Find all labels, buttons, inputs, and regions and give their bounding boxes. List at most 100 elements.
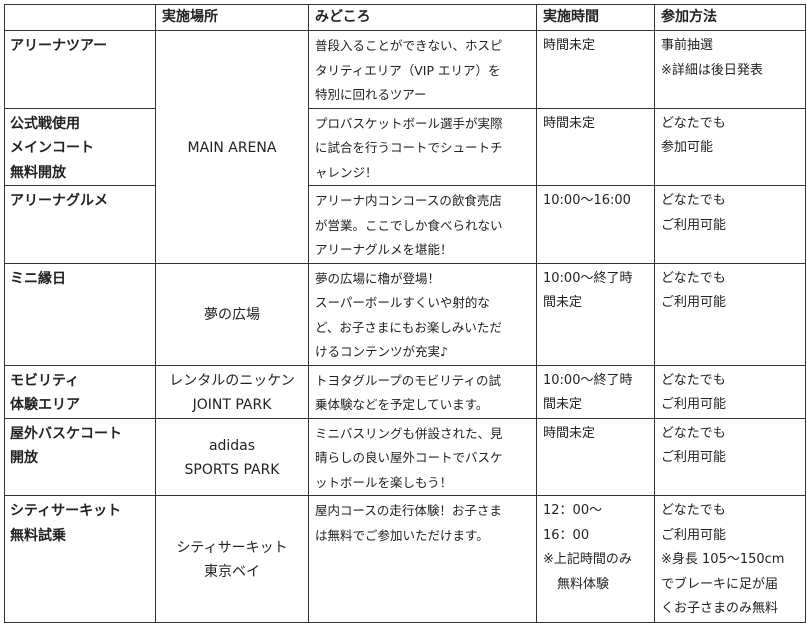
table-row: アリーナグルメ アリーナ内コンコースの飲食売店 が営業。ここでしか食べられない アリー… <box>4 185 806 264</box>
table-row: 屋外バスケコート 開放 adidas SPORTS PARK ミニバスリングも併設された… <box>4 417 806 496</box>
participation: どなたでもご利用可能 <box>654 364 806 419</box>
event-name-line: アリーナグルメ <box>10 193 108 209</box>
venue: MAIN ARENA <box>155 30 309 264</box>
highlights: アリーナ内コンコースの飲食売店 が営業。ここでしか食べられない アリーナグルメを堪能… <box>308 185 537 264</box>
participation: どなたでも ご利用可能 <box>654 262 806 366</box>
participation-line: 事前抽選 <box>661 38 714 53</box>
highlights-line: 普段入ることができない、ホスピ <box>315 38 503 53</box>
time-line: 時間未定 <box>543 115 596 131</box>
participation-line: どなたでも <box>661 372 726 388</box>
table-row: 公式戦使用メインコート 無料開放 プロバスケットボール選手が実際 に試合を行うコートで… <box>4 107 806 186</box>
participation-line: ※身長 105～150cm <box>661 552 785 567</box>
event-name-line: モビリティ <box>10 372 80 389</box>
header-highlights: みどころ <box>308 4 537 31</box>
highlights: プロバスケットボール選手が実際 に試合を行うコートでシュートチ ャレンジ！ <box>308 107 537 186</box>
venue-line: シティサーキット <box>176 539 288 556</box>
highlights-line: は無料でご参加いただけます。 <box>315 527 489 543</box>
time: 時間未定 <box>536 30 655 109</box>
highlights-line: 屋内コースの走行体験！お子さま <box>315 503 502 518</box>
venue-line: 東京ベイ <box>204 564 260 581</box>
participation-line: 参加可能 <box>661 140 714 155</box>
event-name-line: 体験エリア <box>10 397 80 413</box>
participation-line: どなたでも <box>661 193 726 208</box>
venue-line: adidas <box>208 437 256 454</box>
event-name-line: アリーナツアー <box>10 38 108 54</box>
highlights-line: ットボールを楽しもう！ <box>315 474 453 490</box>
participation-line: でブレーキに足が届 <box>661 576 779 592</box>
time: 10:00～16:00 <box>536 185 655 264</box>
highlights-line: ミニバスリングも併設された、見 <box>315 425 503 441</box>
venue: adidas SPORTS PARK <box>155 417 309 496</box>
event-name-line: 公式戦使用 <box>10 115 80 132</box>
highlights: 屋内コースの走行体験！お子さま は無料でご参加いただけます。 <box>308 495 537 623</box>
participation-line: ※詳細は後日発表 <box>661 62 763 78</box>
venue-line: レンタルのニッケン <box>169 372 295 389</box>
participation-line: ご利用可能 <box>661 217 727 233</box>
participation-line: くお子さまのみ無料 <box>661 601 779 616</box>
events-table: 実施場所 みどころ 実施時間 参加方法 アリーナツアー MAIN ARENA 普段入… <box>4 4 806 623</box>
highlights-line: 夢の広場に櫓が登場！ <box>315 270 441 286</box>
time: 10:00～終了時 間未定 <box>536 364 655 419</box>
venue-line: JOINT PARK <box>192 397 272 413</box>
time: 10:00～終了時 間未定 <box>536 262 655 366</box>
participation: どなたでもご利用可能 <box>654 417 806 496</box>
participation-line: ご利用可能 <box>661 397 727 412</box>
highlights-line: プロバスケットボール選手が実際 <box>315 115 503 131</box>
highlights-line: スーパーボールすくいや射的な <box>315 295 490 310</box>
venue: 夢の広場 <box>155 262 309 366</box>
time-line: 間未定 <box>543 295 583 310</box>
participation: どなたでも 参加可能 <box>654 107 806 186</box>
header-event <box>4 4 156 31</box>
highlights-line: アリーナ内コンコースの飲食売店 <box>315 193 502 208</box>
highlights-line: ャレンジ！ <box>315 164 378 180</box>
time-line: 間未定 <box>543 397 583 412</box>
time: 時間未定 <box>536 417 655 496</box>
venue-line: 夢の広場 <box>204 307 260 324</box>
highlights-line: アリーナグルメを堪能！ <box>315 242 453 257</box>
participation-line: どなたでも <box>661 115 726 131</box>
event-name-line: シティサーキット <box>10 503 122 519</box>
participation-line: ご利用可能 <box>661 527 727 543</box>
participation-line: ご利用可能 <box>661 450 727 465</box>
time-line: 10:00～16:00 <box>543 193 631 208</box>
header-row: 実施場所 みどころ 実施時間 参加方法 <box>4 4 806 31</box>
event-name: アリーナツアー <box>4 30 156 109</box>
event-name-line: 無料開放 <box>10 164 66 181</box>
event-name-line: メインコート <box>10 140 94 156</box>
venue-line: MAIN ARENA <box>187 140 277 156</box>
event-name: シティサーキット 無料試乗 <box>4 495 156 623</box>
highlights-line: トヨタグループのモビリティの試 <box>315 372 502 388</box>
time: 時間未定 <box>536 107 655 186</box>
highlights-line: タリティエリア（VIP エリア）を <box>315 62 501 78</box>
table-body: アリーナツアー MAIN ARENA 普段入ることができない、ホスピ タリティエリア（… <box>4 30 806 623</box>
header-participation: 参加方法 <box>654 4 806 31</box>
table-row: ミニ縁日 夢の広場 夢の広場に櫓が登場！ スーパーボールすくいや射的な ど、お子さまにも… <box>4 262 806 366</box>
event-name: 公式戦使用メインコート 無料開放 <box>4 107 156 186</box>
event-name-line: 開放 <box>10 450 38 466</box>
event-name: ミニ縁日 <box>4 262 156 366</box>
event-name: 屋外バスケコート 開放 <box>4 417 156 496</box>
highlights-line: 特別に回れるツアー <box>315 87 427 102</box>
highlights: ミニバスリングも併設された、見 晴らしの良い屋外コートでバスケ ットボールを楽しもう… <box>308 417 537 496</box>
event-name: モビリティ体験エリア <box>4 364 156 419</box>
venue-line: SPORTS PARK <box>184 462 280 479</box>
event-name-line: 無料試乗 <box>10 527 66 544</box>
time-line: 時間未定 <box>543 425 596 441</box>
highlights-line: 晴らしの良い屋外コートでバスケ <box>315 450 503 465</box>
participation-line: どなたでも <box>661 503 726 518</box>
table-row: モビリティ 体験エリア レンタルのニッケン JOINT PARK トヨタグループのモビリ… <box>4 364 806 419</box>
time-line: 12：00～ <box>543 503 603 518</box>
highlights: 夢の広場に櫓が登場！ スーパーボールすくいや射的な ど、お子さまにもお楽しみいただけ… <box>308 262 537 366</box>
participation: 事前抽選 ※詳細は後日発表 <box>654 30 806 109</box>
table-row: シティサーキット 無料試乗 シティサーキット 東京ベイ 屋内コースの走行体験！お子さまは… <box>4 495 806 623</box>
event-name: アリーナグルメ <box>4 185 156 264</box>
time: 12：00～ 16：00 ※上記時間のみ 無料体験 <box>536 495 655 623</box>
header-venue: 実施場所 <box>155 4 309 31</box>
highlights-line: 乗体験などを予定しています。 <box>315 397 489 412</box>
participation: どなたでもご利用可能 <box>654 185 806 264</box>
time-line: 時間未定 <box>543 38 596 53</box>
time-line: 無料体験 <box>557 576 610 592</box>
highlights-line: に試合を行うコートでシュートチ <box>315 140 503 155</box>
participation-line: どなたでも <box>661 425 726 441</box>
time-line: 10:00～終了時 <box>543 372 633 388</box>
